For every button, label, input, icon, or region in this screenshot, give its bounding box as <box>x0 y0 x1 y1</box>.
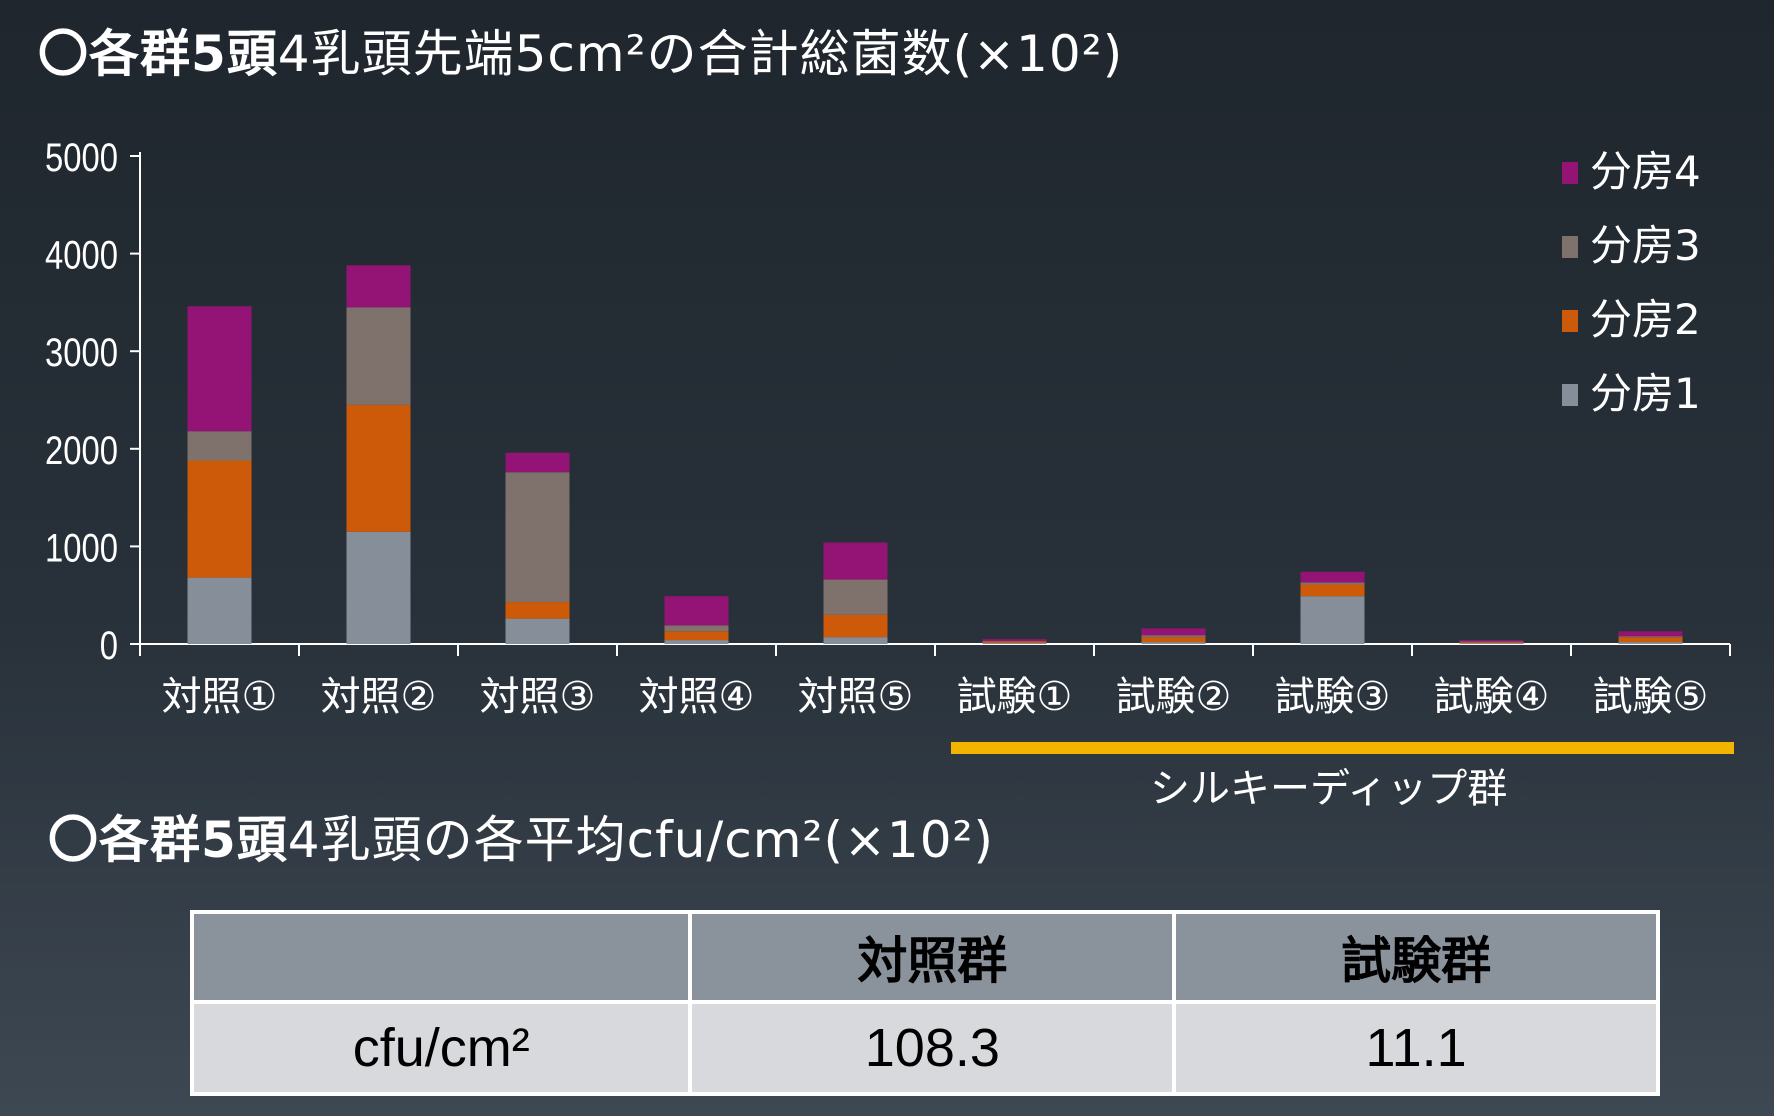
x-tick-label-試験①: 試験① <box>957 674 1073 720</box>
table-header-test: 試験群 <box>1172 910 1660 1004</box>
legend-label-分房4: 分房4 <box>1590 147 1701 196</box>
table-header-blank <box>189 910 693 1004</box>
bar-segment-分房1-試験⑤ <box>1618 642 1683 644</box>
bar-segment-分房3-対照② <box>346 307 411 405</box>
bar-segment-分房2-試験② <box>1141 637 1206 643</box>
bar-segment-分房4-対照⑤ <box>823 542 888 580</box>
x-tick-label-対照②: 対照② <box>321 674 437 720</box>
bar-segment-分房3-対照⑤ <box>823 579 888 615</box>
bar-segment-分房4-対照④ <box>664 596 729 626</box>
chart-title: 〇各群5頭4乳頭先端5cm²の合計総菌数(×10²) <box>38 14 1123 86</box>
legend-swatch-分房3 <box>1562 236 1578 258</box>
summary-table: 対照群 試験群 cfu/cm² 108.3 11.1 <box>189 910 1660 1096</box>
table-cell-control: 108.3 <box>688 1000 1177 1096</box>
x-tick-label-対照⑤: 対照⑤ <box>798 674 914 720</box>
group-annotation-underline <box>951 742 1734 754</box>
bar-segment-分房2-試験④ <box>1459 642 1524 644</box>
bar-segment-分房2-試験① <box>982 641 1047 644</box>
x-tick-label-対照③: 対照③ <box>480 674 596 720</box>
x-tick-label-試験④: 試験④ <box>1434 674 1550 720</box>
y-tick-label-2: 2000 <box>45 428 118 473</box>
y-tick-label-3: 3000 <box>45 330 118 375</box>
bar-segment-分房2-試験③ <box>1300 584 1365 597</box>
bar-segment-分房3-対照③ <box>505 472 570 603</box>
bar-segment-分房1-対照⑤ <box>823 637 888 644</box>
bar-segment-分房2-対照② <box>346 404 411 532</box>
bar-segment-分房4-試験② <box>1141 628 1206 636</box>
table-header-control: 対照群 <box>688 910 1177 1004</box>
legend-swatch-分房4 <box>1562 162 1578 184</box>
table-row: cfu/cm² 108.3 11.1 <box>189 1000 1660 1096</box>
bar-segment-分房1-試験④ <box>1459 643 1524 644</box>
x-tick-label-試験③: 試験③ <box>1275 674 1391 720</box>
bar-segment-分房4-試験③ <box>1300 571 1365 583</box>
bar-segment-分房2-対照④ <box>664 631 729 641</box>
bar-segment-分房4-試験① <box>982 639 1047 642</box>
bar-segment-分房3-試験③ <box>1300 582 1365 585</box>
bar-segment-分房3-試験① <box>982 641 1047 642</box>
bar-segment-分房3-試験④ <box>1459 641 1524 643</box>
table-cell-metric: cfu/cm² <box>189 1000 693 1096</box>
table-title-rest: 4乳頭の各平均cfu/cm²(×10²) <box>287 811 995 869</box>
legend-label-分房1: 分房1 <box>1590 369 1701 418</box>
bar-segment-分房4-試験④ <box>1459 640 1524 642</box>
table-header-row: 対照群 試験群 <box>189 910 1660 1004</box>
bar-segment-分房4-対照③ <box>505 452 570 473</box>
chart-title-bold: 〇各群5頭 <box>38 25 278 83</box>
bar-segment-分房1-対照② <box>346 531 411 644</box>
bar-segment-分房3-試験② <box>1141 635 1206 638</box>
chart-title-rest: 4乳頭先端5cm²の合計総菌数(×10²) <box>277 25 1124 83</box>
x-tick-label-試験⑤: 試験⑤ <box>1593 674 1709 720</box>
x-tick-label-対照①: 対照① <box>162 674 278 720</box>
y-tick-label-1: 1000 <box>45 525 118 570</box>
bar-segment-分房1-試験③ <box>1300 596 1365 644</box>
stacked-bar-chart: 0 1000 2000 3000 4000 5000 対照① 対照② 対照③ 対照④ 対照⑤ 試験① 試… <box>45 135 1734 754</box>
bar-segment-分房1-対照④ <box>664 640 729 644</box>
bar-segment-分房3-対照① <box>187 431 252 461</box>
bar-segment-分房2-試験⑤ <box>1618 637 1683 643</box>
bar-segment-分房3-試験⑤ <box>1618 636 1683 638</box>
bar-segment-分房1-対照① <box>187 577 252 644</box>
table-title: 〇各群5頭4乳頭の各平均cfu/cm²(×10²) <box>48 800 994 872</box>
x-tick-label-対照④: 対照④ <box>639 674 755 720</box>
legend-label-分房3: 分房3 <box>1590 221 1701 270</box>
bar-segment-分房2-対照③ <box>505 602 570 619</box>
bar-segment-分房4-対照② <box>346 265 411 308</box>
group-annotation-label: シルキーディップ群 <box>1150 766 1508 812</box>
bar-segment-分房1-対照③ <box>505 618 570 644</box>
legend-swatch-分房1 <box>1562 384 1578 406</box>
table-cell-test: 11.1 <box>1172 1000 1660 1096</box>
y-tick-label-5: 5000 <box>45 135 118 180</box>
bar-segment-分房3-対照④ <box>664 625 729 632</box>
x-tick-label-試験②: 試験② <box>1116 674 1232 720</box>
bar-segment-分房1-試験① <box>982 643 1047 644</box>
bar-segment-分房2-対照① <box>187 460 252 578</box>
bar-segment-分房1-試験② <box>1141 642 1206 644</box>
y-tick-label-0: 0 <box>100 623 118 668</box>
table-title-bold: 〇各群5頭 <box>48 811 288 869</box>
bar-segment-分房2-対照⑤ <box>823 614 888 638</box>
bar-segment-分房4-試験⑤ <box>1618 631 1683 637</box>
legend-label-分房2: 分房2 <box>1590 295 1701 344</box>
legend-swatch-分房2 <box>1562 310 1578 332</box>
bar-segment-分房4-対照① <box>187 306 252 432</box>
y-tick-label-4: 4000 <box>45 233 118 278</box>
